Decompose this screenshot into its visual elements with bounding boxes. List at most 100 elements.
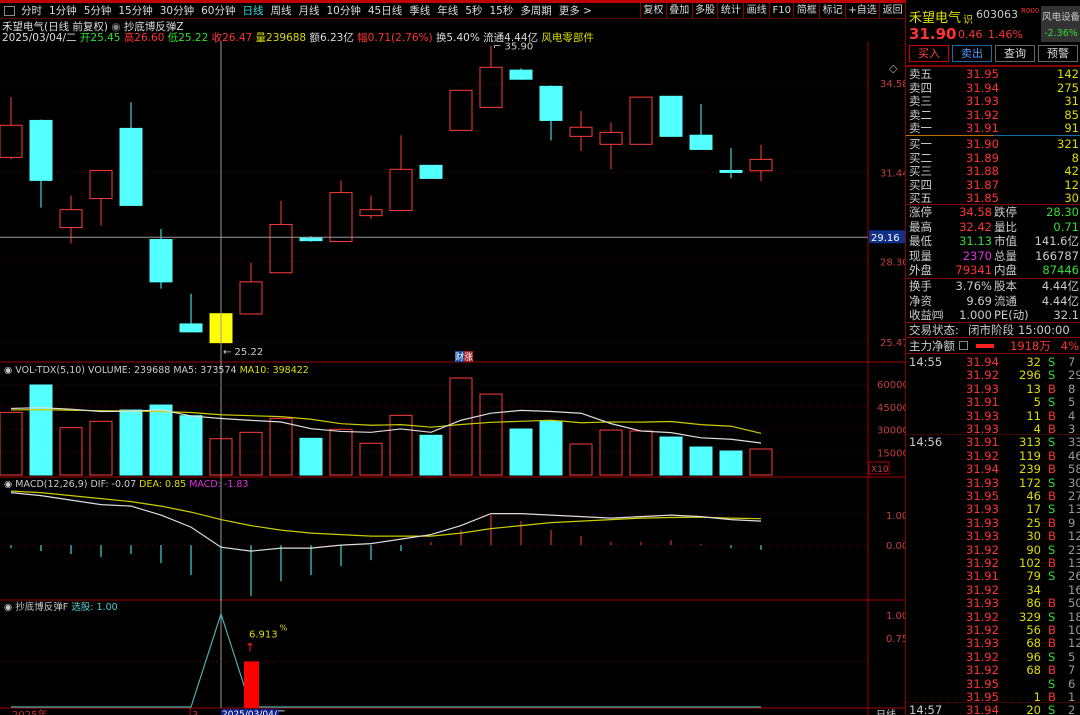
- candle[interactable]: [749, 158, 773, 172]
- period-tab[interactable]: 45日线: [367, 5, 403, 17]
- sell-button[interactable]: 卖出: [952, 45, 992, 62]
- event-badge-text: 财: [455, 351, 464, 363]
- candle[interactable]: [659, 95, 683, 137]
- kline-chart[interactable]: 34.58 31.44 28.30 25.47 ⌐ 35.90 ← 25.22 财涨 ◇ 29.…: [0, 42, 905, 715]
- tick-price: 31.92: [966, 556, 999, 570]
- candle[interactable]: [149, 239, 173, 283]
- candle[interactable]: [299, 237, 323, 242]
- volume-bar: [509, 428, 533, 476]
- candle[interactable]: [509, 69, 533, 80]
- period-tab[interactable]: 1分钟: [49, 5, 77, 17]
- diamond-icon[interactable]: ◇: [889, 62, 898, 75]
- candle[interactable]: [569, 126, 593, 137]
- period-tab[interactable]: 多周期: [520, 5, 552, 17]
- period-tab[interactable]: 5分钟: [83, 5, 112, 17]
- divider: [906, 337, 1080, 338]
- volume-bar: [359, 442, 383, 476]
- event-badge[interactable]: [464, 351, 473, 362]
- candle[interactable]: [689, 134, 713, 150]
- period-tab[interactable]: 30分钟: [159, 5, 195, 17]
- candle[interactable]: [599, 131, 623, 145]
- candle[interactable]: [329, 192, 353, 243]
- tick-side: B: [1048, 462, 1056, 477]
- period-toolbar: 分时 1分钟 5分钟 15分钟 30分钟 60分钟 日线 周线 月线 10分钟 45日线 季线 年线 5秒…: [0, 3, 630, 18]
- period-tab[interactable]: 5秒: [465, 5, 483, 17]
- price-change: 0.46: [958, 28, 983, 41]
- toolbar-button[interactable]: 简框: [793, 3, 819, 18]
- tick-count: 26: [1068, 569, 1080, 584]
- candle[interactable]: [389, 168, 413, 212]
- stock-tag: 识: [963, 15, 973, 26]
- tick-side: S: [1048, 649, 1056, 664]
- toolbar-button[interactable]: 多股: [691, 3, 718, 18]
- tick-count: 29: [1068, 368, 1080, 383]
- toolbar-button[interactable]: 统计: [717, 3, 743, 18]
- candle[interactable]: [89, 169, 113, 200]
- sector-box[interactable]: 风电设备 -2.36%: [1041, 6, 1080, 42]
- orderbook-row: 卖五 31.95 142: [906, 67, 1080, 81]
- fund-label: 收益㈣: [909, 308, 944, 323]
- period-tab[interactable]: 周线: [270, 5, 292, 17]
- toolbar-button[interactable]: 叠加: [665, 3, 692, 18]
- volume-legend: ◉ VOL-TDX(5,10) VOLUME: 239688 MA5: 3735…: [4, 365, 309, 376]
- candle[interactable]: [179, 323, 203, 333]
- buy-button[interactable]: 买入: [909, 45, 949, 62]
- period-tab[interactable]: 月线: [298, 5, 320, 17]
- orderbook-volume: 85: [1064, 107, 1079, 122]
- tick-volume: 46: [1026, 489, 1041, 503]
- divider: [906, 204, 1080, 205]
- candle[interactable]: [539, 85, 563, 121]
- event-badge[interactable]: [455, 351, 464, 362]
- alert-button[interactable]: 预警: [1038, 45, 1078, 62]
- period-tab[interactable]: 分时: [21, 5, 42, 17]
- list-icon[interactable]: [959, 341, 968, 350]
- tick-row: 31.91 5 S 5: [906, 395, 1080, 409]
- candle[interactable]: [0, 124, 23, 158]
- tick-count: 4: [1068, 408, 1076, 423]
- toolbar-button[interactable]: 返回: [879, 3, 905, 18]
- sidebar-toggle-icon[interactable]: [4, 5, 15, 16]
- volume-tick: 30000: [877, 426, 905, 437]
- tick-price: 31.93: [966, 408, 999, 423]
- period-tab[interactable]: 年线: [437, 5, 459, 17]
- toolbar-button[interactable]: +自选: [844, 3, 879, 18]
- period-label: 日线: [876, 708, 896, 715]
- orderbook-volume: 12: [1064, 177, 1079, 192]
- candle[interactable]: [419, 164, 443, 179]
- period-tab[interactable]: 60分钟: [201, 5, 236, 17]
- toolbar-button[interactable]: 画线: [743, 3, 769, 18]
- toolbar-button[interactable]: 复权: [640, 3, 666, 18]
- toolbar-button[interactable]: F10: [769, 3, 793, 18]
- period-tab[interactable]: 15秒: [489, 5, 514, 17]
- tick-side: B: [1048, 529, 1056, 544]
- period-tab[interactable]: 季线: [409, 5, 431, 17]
- period-tab[interactable]: 15分钟: [118, 5, 153, 17]
- period-tab[interactable]: 更多 >: [558, 5, 592, 17]
- tick-volume: 68: [1026, 636, 1041, 651]
- orderbook-price: 31.93: [966, 94, 999, 109]
- dropdown-icon[interactable]: ◉: [111, 21, 121, 33]
- net-flow[interactable]: 主力净额 1918万 4%: [906, 339, 1080, 353]
- indicator-tick: 0.75: [886, 634, 905, 645]
- candle[interactable]: [29, 119, 53, 181]
- volume-bar: [179, 415, 203, 476]
- candle[interactable]: [479, 66, 503, 108]
- candle[interactable]: [59, 209, 83, 229]
- query-button[interactable]: 查询: [995, 45, 1035, 62]
- tick-count: 8: [1068, 381, 1076, 396]
- candle[interactable]: [269, 223, 293, 274]
- candle[interactable]: [119, 127, 143, 206]
- tick-count: 1: [1068, 690, 1076, 704]
- toolbar-button[interactable]: 标记: [819, 3, 845, 18]
- candle[interactable]: [449, 89, 473, 131]
- tick-count: 58: [1068, 462, 1080, 477]
- candle[interactable]: [629, 96, 653, 145]
- candle[interactable]: [239, 281, 263, 315]
- candle[interactable]: [359, 209, 383, 217]
- tick-count: 7: [1068, 355, 1076, 369]
- period-tab[interactable]: 日线: [242, 5, 264, 17]
- candle[interactable]: [719, 169, 743, 173]
- indicator-name[interactable]: 抄底博反弹Z: [123, 21, 184, 33]
- period-tab[interactable]: 10分钟: [326, 5, 361, 17]
- orderbook-row: 卖四 31.94 275: [906, 81, 1080, 95]
